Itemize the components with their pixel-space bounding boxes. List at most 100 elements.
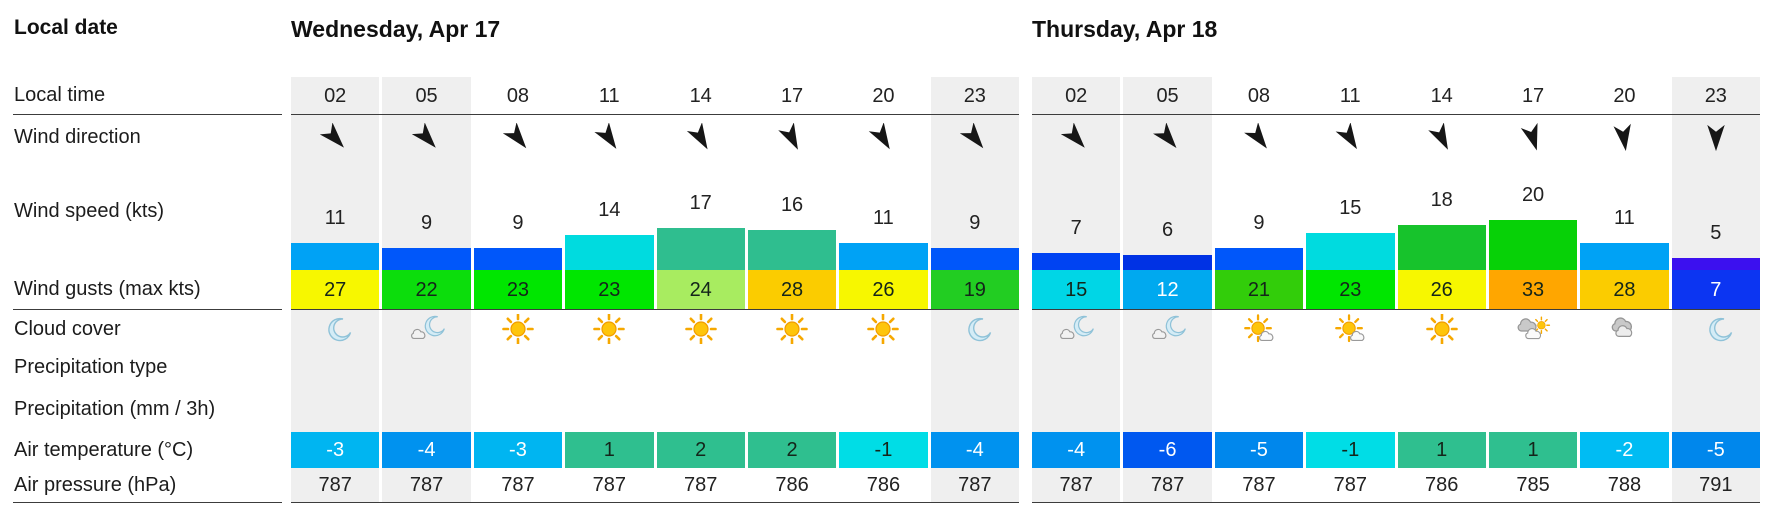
wind-direction-arrow-icon [411, 122, 436, 148]
precipitation-amount-cell [1580, 386, 1668, 432]
precipitation-amount-cell [1489, 386, 1577, 432]
time-cell: 02 [1065, 85, 1088, 107]
wind-direction-arrow-icon [1427, 122, 1448, 150]
precipitation-amount-cell [1032, 386, 1120, 432]
time-cell: 11 [1339, 85, 1361, 107]
pressure-cell: 787 [958, 474, 992, 496]
wind-direction-cell [1580, 115, 1668, 160]
wind-direction-arrow-icon [502, 122, 527, 148]
pressure-cell: 791 [1699, 474, 1733, 496]
time-cell: 20 [872, 85, 895, 107]
time-cell: 08 [506, 85, 530, 107]
temperature-cell: 1 [1488, 432, 1578, 468]
wind-direction-arrow-icon [869, 122, 891, 149]
precipitation-type-cell [931, 348, 1019, 386]
pressure-cell: 786 [775, 474, 809, 496]
precipitation-type-cell [657, 348, 745, 386]
wind-speed-bar [1397, 225, 1486, 270]
wind-speed-bar [656, 227, 745, 270]
cloud-cover-cell [1215, 310, 1303, 348]
temperature-cell: -3 [291, 432, 380, 468]
cloud-sun-icon [1515, 314, 1551, 344]
cloud-cover-cell [1398, 310, 1486, 348]
cloud-cover-cell [291, 310, 379, 348]
forecast-column: 14 17 24 2 787 [656, 77, 745, 503]
wind-speed-value: 16 [780, 194, 804, 216]
day-header: Thursday, Apr 18 [1032, 16, 1218, 42]
divider [1032, 502, 1760, 503]
precipitation-amount-cell [931, 386, 1019, 432]
precipitation-amount-label: Precipitation (mm / 3h) [14, 397, 216, 420]
precipitation-amount-cell [474, 386, 562, 432]
wind-speed-bar [382, 247, 471, 270]
wind-gust-cell: 21 [1214, 270, 1304, 310]
time-cell: 17 [780, 85, 804, 107]
wind-direction-label: Wind direction [14, 126, 141, 148]
precipitation-amount-cell [565, 386, 653, 432]
wind-speed-cell: 17 [656, 160, 745, 270]
wind-direction-arrow-icon [959, 122, 984, 148]
forecast-column: 02 7 15 -4 787 [1032, 77, 1121, 503]
sun-icon [865, 314, 901, 344]
precipitation-amount-cell [382, 386, 470, 432]
time-cell: 20 [1613, 85, 1636, 107]
divider [291, 114, 1019, 115]
time-cell: 05 [415, 85, 438, 107]
wind-speed-bar [1580, 242, 1669, 270]
temperature-cell: 2 [747, 432, 837, 468]
temperature-cell: -2 [1580, 432, 1669, 468]
pressure-cell: 787 [501, 474, 535, 496]
wind-speed-value: 6 [1162, 219, 1174, 241]
time-cell: 23 [963, 85, 986, 107]
wind-speed-value: 14 [598, 199, 621, 221]
divider [291, 502, 1019, 503]
divider [1032, 309, 1760, 310]
sun-icon [774, 314, 810, 344]
temperature-cell: -3 [473, 432, 563, 468]
precipitation-type-cell [1489, 348, 1577, 386]
forecast-column: 05 9 22 -4 787 [382, 77, 471, 503]
wind-direction-arrow-icon [1707, 124, 1725, 151]
wind-direction-cell [931, 115, 1019, 160]
wind-direction-arrow-icon [686, 122, 708, 149]
time-cell: 14 [1430, 85, 1453, 107]
forecast-columns: 02 11 27 -3 787 05 9 22 -4 787 08 9 23 -3 787 11 14 23 1 78… [291, 77, 1019, 503]
cloud-cover-cell [1123, 310, 1211, 348]
pressure-cell: 787 [409, 474, 444, 496]
pressure-cell: 786 [1425, 474, 1459, 496]
time-cell: 23 [1704, 85, 1727, 107]
wind-speed-bar [1214, 247, 1304, 270]
wind-direction-arrow-icon [1335, 122, 1358, 149]
wind-speed-value: 11 [324, 206, 346, 229]
precipitation-type-cell [1123, 348, 1211, 386]
wind-speed-bar [473, 247, 563, 270]
cloud-cover-cell [1489, 310, 1577, 348]
temperature-cell: -4 [382, 432, 471, 468]
precipitation-amount-cell [1672, 386, 1760, 432]
wind-direction-arrow-icon [778, 122, 799, 150]
wind-direction-arrow-icon [1244, 122, 1267, 148]
temperature-cell: 2 [656, 432, 745, 468]
precipitation-type-cell [382, 348, 470, 386]
time-cell: 02 [324, 85, 347, 107]
wind-direction-cell [291, 115, 379, 160]
temperature-cell: -4 [1032, 432, 1121, 468]
sun-small-cloud-icon [1332, 314, 1368, 344]
forecast-column: 02 11 27 -3 787 [291, 77, 380, 503]
wind-gust-cell: 23 [565, 270, 654, 310]
wind-direction-arrow-icon [1061, 122, 1085, 148]
forecast-column: 14 18 26 1 786 [1397, 77, 1486, 503]
moon-icon [957, 314, 993, 344]
local-date-label: Local date [14, 16, 118, 39]
wind-speed-bar [565, 235, 654, 270]
wind-direction-cell [382, 115, 470, 160]
wind-speed-bar [747, 230, 837, 270]
wind-gust-cell: 22 [382, 270, 471, 310]
wind-speed-cell: 5 [1671, 160, 1760, 270]
wind-direction-arrow-icon [320, 122, 345, 148]
wind-speed-value: 7 [1070, 216, 1082, 239]
precipitation-amount-cell [1215, 386, 1303, 432]
row-labels: Local date Local time Wind direction Win… [0, 0, 291, 503]
cloud-cover-cell [1580, 310, 1668, 348]
cloud-cover-cell [1306, 310, 1394, 348]
